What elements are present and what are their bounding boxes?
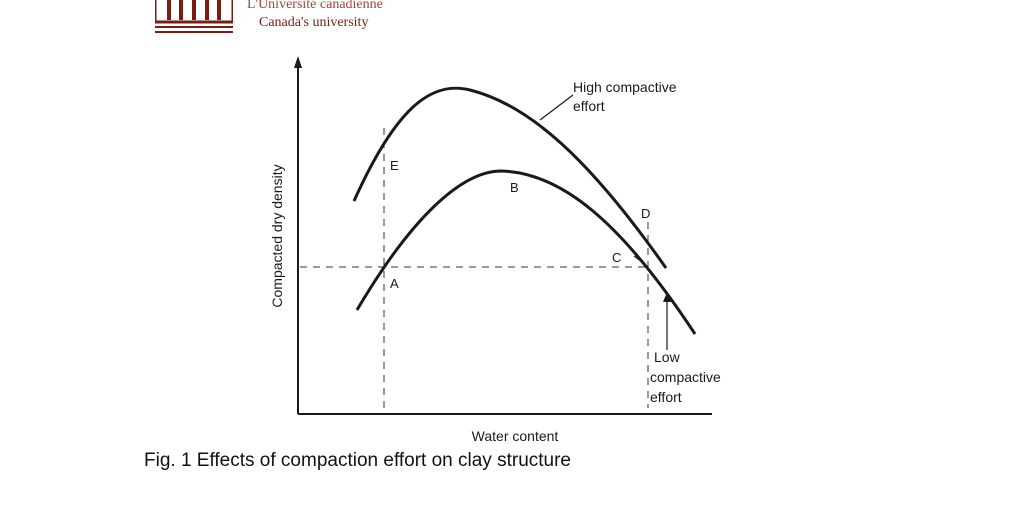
guide-lines [300, 128, 650, 412]
point-b-label: B [510, 180, 519, 195]
high-curve-label-line2: effort [573, 98, 605, 114]
axes [294, 56, 712, 415]
low-effort-arrow-head [663, 292, 671, 302]
y-axis-arrow [294, 56, 302, 68]
logo-french-text: L'Université canadienne [247, 0, 383, 12]
high-effort-curve [352, 86, 668, 269]
logo-text: L'Université canadienne Canada's univers… [247, 0, 383, 32]
low-curve-label-line1: Low [654, 349, 681, 365]
university-logo: L'Université canadienne Canada's univers… [155, 0, 415, 40]
low-effort-curve [355, 169, 697, 335]
point-a-label: A [390, 276, 399, 291]
y-axis-label: Compacted dry density [269, 164, 285, 307]
point-c-tick [633, 255, 643, 263]
logo-english-text: Canada's university [259, 15, 369, 30]
parliament-building-icon [155, 0, 233, 33]
point-d-label: D [641, 206, 650, 221]
point-c-label: C [612, 250, 621, 265]
point-e-label: E [390, 158, 399, 173]
high-curve-label-line1: High compactive [573, 79, 677, 95]
high-effort-leader [539, 94, 574, 121]
x-axis-label: Water content [472, 428, 559, 444]
figure-caption: Fig. 1 Effects of compaction effort on c… [144, 450, 571, 471]
low-curve-label-line2: compactive [650, 369, 721, 385]
low-curve-label-line3: effort [650, 389, 682, 405]
